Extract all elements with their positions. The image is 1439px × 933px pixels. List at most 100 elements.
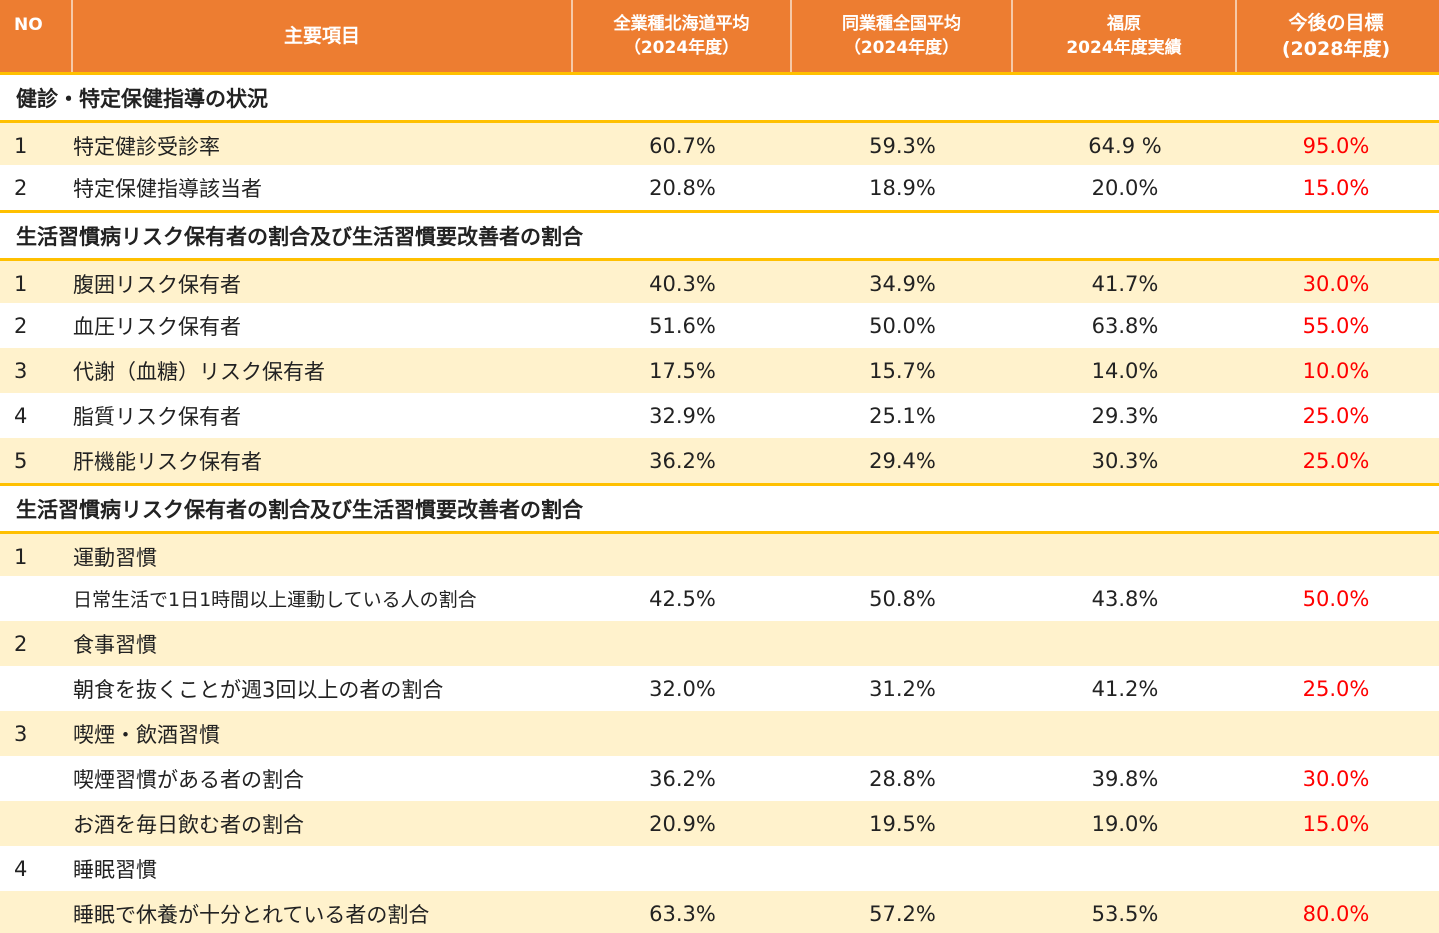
hokkaido-avg-value: 32.0% (649, 676, 716, 701)
hokkaido-avg-value: 20.8% (649, 175, 716, 200)
fukuhara-actual-value: 41.7% (1091, 271, 1159, 296)
national-avg-value: 19.5% (869, 811, 936, 836)
row-label: 日常生活で1日1時間以上運動している人の割合 (73, 589, 477, 611)
row-label: 喫煙習慣がある者の割合 (73, 767, 304, 792)
target-value: 25.0% (1302, 676, 1370, 701)
target-value: 80.0% (1302, 901, 1370, 926)
row-label: お酒を毎日飲む者の割合 (73, 812, 304, 837)
national-avg-value (792, 534, 1013, 579)
national-avg-value (792, 621, 1013, 666)
table-header: NO 主要項目 全業種北海道平均 （2024年度） 同業種全国平均 （2024年… (0, 0, 1439, 75)
row-label: 喫煙・飲酒習慣 (73, 722, 220, 747)
fukuhara-actual-value (1013, 621, 1237, 666)
section-title: 生活習慣病リスク保有者の割合及び生活習慣要改善者の割合 (16, 224, 583, 249)
hokkaido-avg-value: 32.9% (649, 403, 716, 428)
row-number (0, 576, 73, 621)
national-avg-value: 57.2% (869, 901, 936, 926)
fukuhara-actual-value: 30.3% (1091, 448, 1159, 473)
row-label: 肝機能リスク保有者 (73, 449, 262, 474)
table-row: 1 腹囲リスク保有者 40.3% 34.9% 41.7% 30.0% (0, 258, 1439, 303)
row-label: 血圧リスク保有者 (73, 314, 241, 339)
row-number: 2 (14, 313, 28, 338)
fukuhara-actual-value: 19.0% (1091, 811, 1159, 836)
row-number (0, 756, 73, 801)
row-label: 特定健診受診率 (73, 134, 220, 159)
target-value: 95.0% (1302, 133, 1370, 158)
fukuhara-actual-value: 29.3% (1091, 403, 1159, 428)
row-label: 睡眠習慣 (73, 857, 157, 882)
row-number (0, 666, 73, 711)
fukuhara-actual-value: 39.8% (1091, 766, 1159, 791)
row-number: 3 (14, 358, 28, 383)
row-number (0, 801, 73, 846)
table-row: 5 肝機能リスク保有者 36.2% 29.4% 30.3% 25.0% (0, 438, 1439, 486)
row-label: 睡眠で休養が十分とれている者の割合 (73, 902, 430, 927)
national-avg-value: 59.3% (869, 133, 936, 158)
national-avg-value: 25.1% (869, 403, 936, 428)
row-number: 4 (14, 403, 28, 428)
section-title: 生活習慣病リスク保有者の割合及び生活習慣要改善者の割合 (16, 497, 583, 522)
national-avg-value: 31.2% (869, 676, 936, 701)
target-value: 25.0% (1302, 448, 1370, 473)
target-value: 15.0% (1302, 811, 1370, 836)
header-hokkaido-avg: 全業種北海道平均 （2024年度） (573, 0, 792, 72)
header-no: NO (0, 0, 73, 72)
target-value: 15.0% (1302, 175, 1370, 200)
header-item: 主要項目 (73, 0, 573, 72)
national-avg-value: 28.8% (869, 766, 936, 791)
hokkaido-avg-value: 51.6% (649, 313, 716, 338)
fukuhara-actual-value (1013, 711, 1237, 756)
fukuhara-actual-value (1013, 534, 1237, 579)
target-value (1237, 711, 1435, 756)
table-row: お酒を毎日飲む者の割合 20.9% 19.5% 19.0% 15.0% (0, 801, 1439, 846)
table-row: 2 特定保健指導該当者 20.8% 18.9% 20.0% 15.0% (0, 165, 1439, 213)
target-value: 10.0% (1302, 358, 1370, 383)
table-row: 2 血圧リスク保有者 51.6% 50.0% 63.8% 55.0% (0, 303, 1439, 348)
table-row: 4 脂質リスク保有者 32.9% 25.1% 29.3% 25.0% (0, 393, 1439, 438)
target-value (1237, 534, 1435, 579)
row-number (0, 891, 73, 933)
table-row: 睡眠で休養が十分とれている者の割合 63.3% 57.2% 53.5% 80.0% (0, 891, 1439, 933)
national-avg-value (792, 711, 1013, 756)
table-row: 1 特定健診受診率 60.7% 59.3% 64.9 % 95.0% (0, 120, 1439, 165)
target-value: 30.0% (1302, 766, 1370, 791)
hokkaido-avg-value (573, 534, 792, 579)
hokkaido-avg-value (573, 846, 792, 891)
national-avg-value: 29.4% (869, 448, 936, 473)
header-target: 今後の目標 (2028年度) (1281, 12, 1391, 60)
row-label: 特定保健指導該当者 (73, 176, 262, 201)
row-label: 運動習慣 (73, 545, 157, 570)
fukuhara-actual-value: 41.2% (1091, 676, 1159, 701)
row-number: 1 (14, 544, 28, 569)
hokkaido-avg-value (573, 621, 792, 666)
fukuhara-actual-value: 20.0% (1091, 175, 1159, 200)
target-value: 55.0% (1302, 313, 1370, 338)
row-label: 食事習慣 (73, 632, 157, 657)
target-value: 30.0% (1302, 271, 1370, 296)
row-number: 1 (14, 271, 28, 296)
national-avg-value: 15.7% (869, 358, 936, 383)
row-label: 脂質リスク保有者 (73, 404, 241, 429)
table-body: 健診・特定保健指導の状況 1 特定健診受診率 60.7% 59.3% 64.9 % 95.0… (0, 75, 1439, 933)
hokkaido-avg-value: 36.2% (649, 766, 716, 791)
row-number: 3 (14, 721, 28, 746)
table-row: 1 運動習慣 (0, 531, 1439, 576)
hokkaido-avg-value: 60.7% (649, 133, 716, 158)
target-value: 25.0% (1302, 403, 1370, 428)
row-number: 5 (14, 448, 28, 473)
header-national-avg: 同業種全国平均 （2024年度） (792, 0, 1013, 72)
row-number: 2 (14, 175, 28, 200)
header-fukuhara-actual: 福原 2024年度実績 (1013, 0, 1237, 72)
national-avg-value: 18.9% (869, 175, 936, 200)
row-label: 腹囲リスク保有者 (73, 272, 241, 297)
table-row: 喫煙習慣がある者の割合 36.2% 28.8% 39.8% 30.0% (0, 756, 1439, 801)
national-avg-value: 50.0% (869, 313, 936, 338)
table-row: 朝食を抜くことが週3回以上の者の割合 32.0% 31.2% 41.2% 25.0% (0, 666, 1439, 711)
national-avg-value: 34.9% (869, 271, 936, 296)
row-number: 2 (14, 631, 28, 656)
fukuhara-actual-value: 64.9 % (1088, 133, 1162, 158)
fukuhara-actual-value: 53.5% (1091, 901, 1159, 926)
hokkaido-avg-value (573, 711, 792, 756)
row-label: 朝食を抜くことが週3回以上の者の割合 (73, 677, 444, 702)
